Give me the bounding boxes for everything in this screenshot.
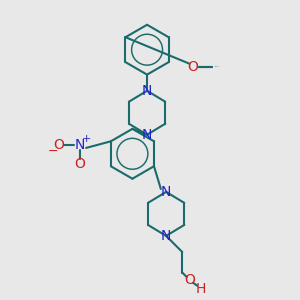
Text: O: O	[187, 60, 198, 74]
Text: N: N	[142, 128, 152, 142]
Text: O: O	[184, 273, 195, 287]
Text: H: H	[196, 282, 206, 296]
Text: −: −	[48, 145, 58, 158]
Text: N: N	[161, 229, 171, 243]
Text: N: N	[74, 138, 85, 152]
Text: O: O	[54, 138, 64, 152]
Text: N: N	[142, 84, 152, 98]
Text: methyl: methyl	[215, 66, 220, 67]
Text: +: +	[81, 134, 91, 143]
Text: O: O	[74, 157, 85, 171]
Text: N: N	[161, 185, 171, 199]
